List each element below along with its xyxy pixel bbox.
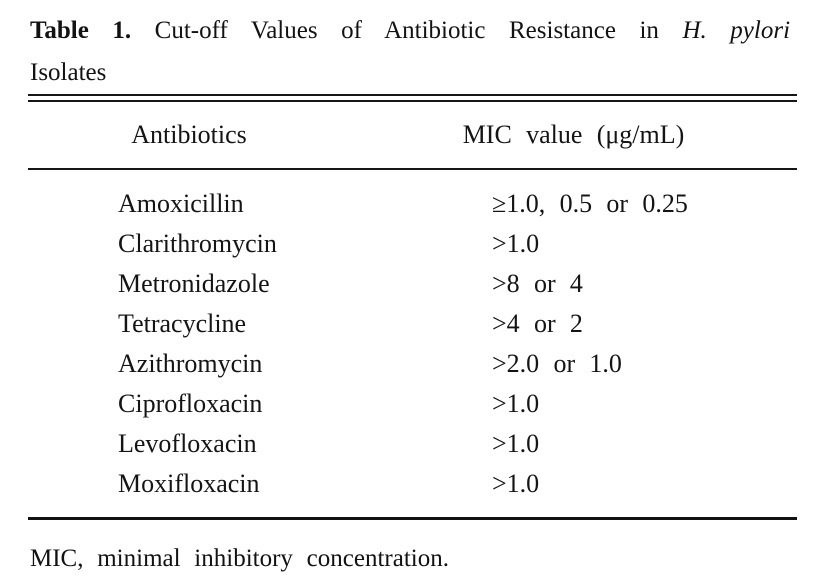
table-top-double-rule [28, 94, 797, 102]
antibiotic-name: Ciprofloxacin [118, 389, 263, 418]
mic-value: >1.0 [492, 429, 540, 458]
table-caption-text: Cut-off Values of Antibiotic Resistance … [154, 17, 659, 44]
mic-value: >2.0 or 1.0 [492, 349, 622, 378]
antibiotic-name: Metronidazole [118, 269, 270, 298]
antibiotic-name: Amoxicillin [118, 189, 244, 218]
table-caption: Table 1. Cut-off Values of Antibiotic Re… [30, 10, 790, 94]
table-footnote: MIC, minimal inhibitory concentration. [30, 545, 449, 572]
table-row: Metronidazole >8 or 4 [28, 264, 797, 304]
antibiotic-name: Tetracycline [118, 309, 247, 338]
mic-value: >1.0 [492, 469, 540, 498]
table-header-row: Antibiotics MIC value (μg/mL) [28, 102, 797, 170]
table-row: Clarithromycin >1.0 [28, 224, 797, 264]
column-header-mic-value: MIC value (μg/mL) [462, 120, 685, 149]
column-header-antibiotics: Antibiotics [131, 120, 247, 149]
mic-value: >1.0 [492, 389, 540, 418]
table-row: Azithromycin >2.0 or 1.0 [28, 344, 797, 384]
mic-value: >1.0 [492, 229, 540, 258]
table-row: Ciprofloxacin >1.0 [28, 384, 797, 424]
table-row: Amoxicillin ≥1.0, 0.5 or 0.25 [28, 184, 797, 224]
antibiotic-name: Azithromycin [118, 349, 263, 378]
species-name-italic: H. pylori [682, 17, 791, 44]
table-body: Amoxicillin ≥1.0, 0.5 or 0.25 Clarithrom… [28, 170, 797, 520]
table-row: Levofloxacin >1.0 [28, 424, 797, 464]
table-row: Tetracycline >4 or 2 [28, 304, 797, 344]
antibiotic-name: Levofloxacin [118, 429, 257, 458]
table-caption-line1: Table 1. Cut-off Values of Antibiotic Re… [30, 10, 790, 52]
mic-value: >8 or 4 [492, 269, 583, 298]
table-number-label: Table 1. [30, 17, 132, 44]
table-row: Moxifloxacin >1.0 [28, 464, 797, 504]
mic-value: >4 or 2 [492, 309, 583, 338]
table-caption-line2: Isolates [30, 59, 107, 86]
mic-value: ≥1.0, 0.5 or 0.25 [492, 189, 688, 218]
antibiotic-name: Moxifloxacin [118, 469, 260, 498]
data-table: Antibiotics MIC value (μg/mL) Amoxicilli… [28, 94, 797, 520]
antibiotic-name: Clarithromycin [118, 229, 277, 258]
